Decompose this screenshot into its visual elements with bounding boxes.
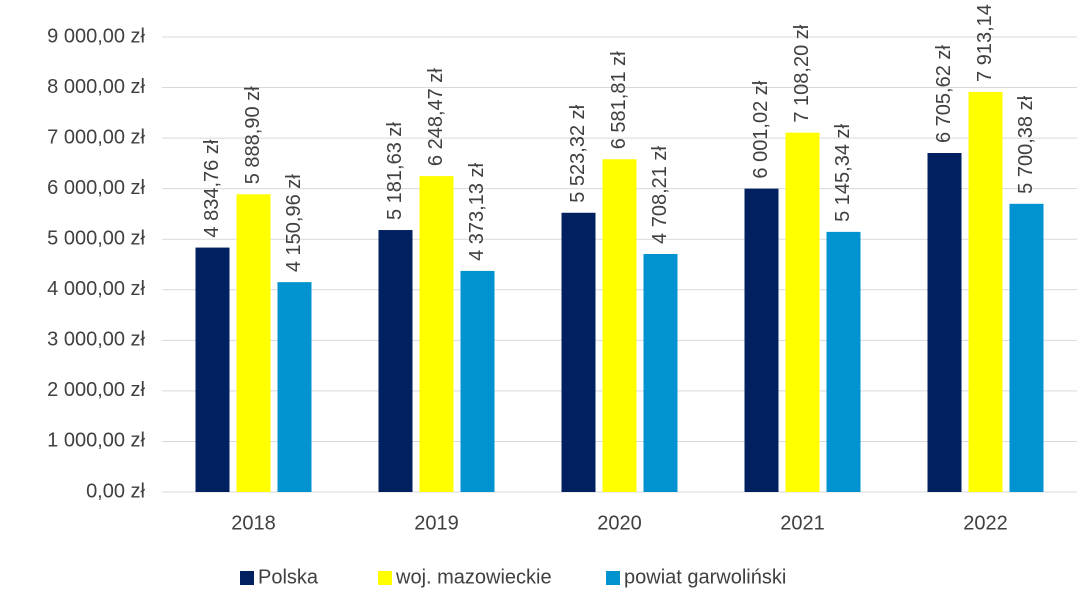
bar [968,91,1003,492]
y-tick-label: 5 000,00 zł [47,228,145,250]
bar [378,230,413,493]
y-tick-label: 6 000,00 zł [47,177,145,199]
y-tick-label: 9 000,00 zł [47,25,145,47]
legend-label: woj. mazowieckie [395,566,552,588]
value-label: 5 700,38 zł [1015,95,1037,193]
y-tick-label: 7 000,00 zł [47,126,145,148]
bar [460,270,495,492]
bar [643,253,678,492]
value-label: 6 001,02 zł [750,80,772,178]
value-label: 4 708,21 zł [649,146,671,244]
bar [419,176,454,492]
bar [277,282,312,492]
value-label: 5 181,63 zł [384,122,406,220]
value-label: 4 834,76 zł [201,139,223,237]
legend-swatch [378,571,392,585]
value-label: 7 108,20 zł [791,24,813,122]
x-tick-label: 2022 [963,512,1008,534]
bar [561,212,596,492]
legend-label: powiat garwoliński [624,566,786,588]
x-tick-label: 2019 [414,512,459,534]
y-tick-label: 8 000,00 zł [47,76,145,98]
bar [602,159,637,493]
value-label: 5 888,90 zł [242,86,264,184]
y-tick-label: 3 000,00 zł [47,329,145,351]
y-tick-label: 4 000,00 zł [47,278,145,300]
x-tick-label: 2018 [231,512,276,534]
value-label: 4 150,96 zł [283,174,305,272]
legend-label: Polska [258,566,319,588]
x-tick-label: 2021 [780,512,825,534]
legend-swatch [606,571,620,585]
value-label: 6 581,81 zł [608,51,630,149]
bar [195,247,230,492]
bar [1009,203,1044,492]
value-label: 7 913,14 zł [974,0,996,82]
value-label: 4 373,13 zł [466,163,488,261]
bar [236,194,271,492]
y-tick-label: 1 000,00 zł [47,430,145,452]
value-label: 5 145,34 zł [832,123,854,221]
value-label: 6 248,47 zł [425,68,447,166]
value-label: 5 523,32 zł [567,104,589,202]
bar [785,132,820,493]
value-label: 6 705,62 zł [933,45,955,143]
bar [744,188,779,492]
bar [826,231,861,492]
x-tick-label: 2020 [597,512,642,534]
bar [927,152,962,492]
y-tick-label: 0,00 zł [86,480,145,502]
y-tick-label: 2 000,00 zł [47,379,145,401]
legend-swatch [240,571,254,585]
